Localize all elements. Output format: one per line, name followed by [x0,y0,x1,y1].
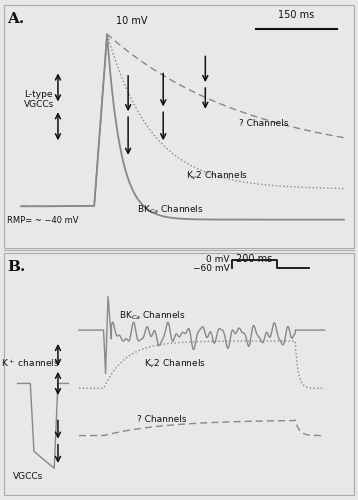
Text: 200 ms: 200 ms [236,254,272,264]
Text: 10 mV: 10 mV [116,16,147,26]
Text: K$_v$2 Channels: K$_v$2 Channels [144,358,205,370]
Text: VGCCs: VGCCs [13,472,43,481]
Text: −60 mV: −60 mV [193,264,230,273]
Text: ? Channels: ? Channels [137,416,187,424]
Text: 150 ms: 150 ms [279,10,315,20]
Text: B.: B. [7,260,25,274]
Text: L-type
VGCCs: L-type VGCCs [24,90,54,110]
Text: A.: A. [7,12,24,26]
Text: BK$_{Ca}$ Channels: BK$_{Ca}$ Channels [137,204,204,216]
Text: K$_v$2 Channels: K$_v$2 Channels [186,170,248,182]
Text: BK$_{Ca}$ Channels: BK$_{Ca}$ Channels [119,310,186,322]
Text: K$^+$ channels: K$^+$ channels [1,357,59,368]
Text: RMP= ~ −40 mV: RMP= ~ −40 mV [7,216,79,226]
Text: 0 mV: 0 mV [206,255,230,264]
Text: ? Channels: ? Channels [239,120,288,128]
